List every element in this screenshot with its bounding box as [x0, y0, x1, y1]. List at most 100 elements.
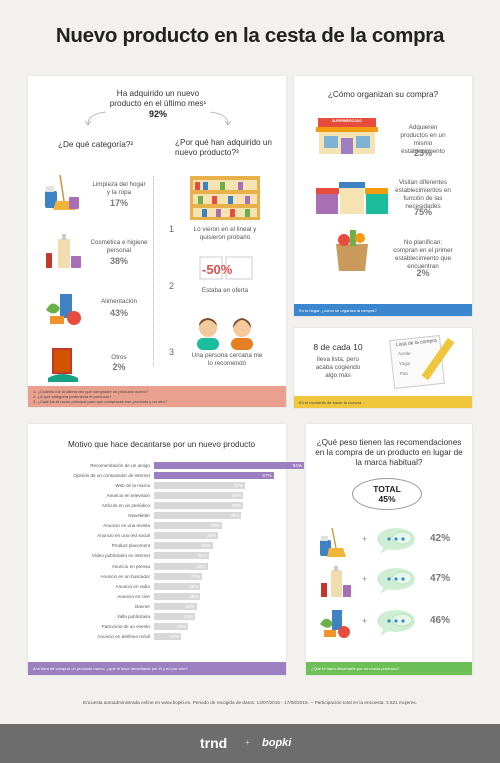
reason-num: 1	[169, 224, 175, 234]
category-title: ¿De qué categoría?²	[58, 140, 134, 149]
bar-label: Opinión de un consumidor de internet	[73, 473, 150, 479]
bar-value-label: 38%	[210, 523, 220, 529]
cleaning-icon	[320, 527, 346, 557]
rec-row-cosmetics: + 47%	[318, 564, 468, 604]
bar-value-label: 26%	[189, 583, 199, 589]
category-row-cosmetics: Cosmética e higiene personal 38%	[38, 231, 148, 281]
brand-plus: +	[245, 738, 250, 747]
bar-row: Anuncio en teléfono móvil 15%	[28, 632, 308, 641]
panel-new-product: Ha adquirido un nuevo producto en el últ…	[28, 76, 286, 407]
panel-title: ¿Qué peso tienen las recomendaciones en …	[315, 438, 463, 467]
rec-row-food: + 46%	[318, 606, 468, 646]
bar-label: Banner	[135, 603, 150, 609]
reason-label: Una persona cercana me lo recomendó	[191, 352, 263, 367]
shelf-icon	[190, 176, 260, 220]
food-icon	[320, 610, 350, 638]
bar-row: Anuncio en una revista 38%	[28, 521, 308, 530]
category-label: Limpieza del hogar y la ropa	[92, 181, 146, 196]
supermarket-icon	[316, 118, 378, 154]
bar: 23%	[154, 612, 196, 620]
bar-value-label: 15%	[169, 633, 179, 639]
trnd-logo: trnd	[200, 735, 228, 751]
bar-value-label: 24%	[185, 603, 195, 609]
bar-label: Patrocinio de un evento	[101, 623, 150, 629]
category-label: Otros	[111, 354, 127, 361]
organize-pct: 23%	[413, 148, 432, 158]
big-stat: 8 de cada 10	[313, 342, 363, 352]
bar-row: Newsletter 49%	[28, 511, 308, 520]
bar: 67%	[154, 472, 274, 480]
chat-bubble-icon	[377, 568, 415, 594]
bar: 31%	[154, 552, 210, 560]
chat-bubble-icon	[377, 610, 415, 636]
reason-num: 2	[169, 281, 175, 291]
bar-value-label: 49%	[230, 513, 240, 519]
panel-footer: 1- ¿Cuándo fue la última vez que compras…	[28, 386, 286, 407]
bar-value-label: 51%	[233, 483, 244, 489]
reason-num: 3	[169, 347, 175, 357]
bar-row: Valla publicitaria 23%	[28, 612, 308, 621]
chart-title: Motivo que hace decantarse por un nuevo …	[68, 440, 256, 449]
shop-sign: SUPERMERCADO	[331, 119, 363, 123]
plus-sign: +	[362, 574, 368, 584]
reason-label: Lo vieron en el lineal y quisieron proba…	[193, 226, 257, 241]
bar-value-label: 19%	[176, 623, 186, 629]
bar-value-label: 50%	[232, 493, 242, 499]
bar-value-label: 67%	[262, 473, 272, 479]
bar-row: Banner 24%	[28, 602, 308, 611]
survey-note: Encuesta autoadministrada online en www.…	[82, 700, 418, 705]
panel-shopping-list: 8 de cada 10 lleva lista, pero acaba cog…	[294, 328, 472, 408]
arrows-icon	[84, 111, 232, 126]
organize-label: Visitan diferentes establecimientos en f…	[395, 179, 451, 210]
bar: 84%	[154, 462, 304, 469]
list-item: Yogur	[399, 361, 411, 366]
bar: 30%	[154, 562, 208, 570]
panel-footer: ¿Qué te haría decantarte por un nuevo pr…	[306, 662, 472, 675]
category-label: Alimentación	[100, 298, 138, 305]
people-icon	[197, 318, 253, 350]
organize-pct: 75%	[413, 207, 432, 217]
footnote: 3- ¿Cuál fue la razón principal para que…	[33, 399, 168, 404]
bar: 51%	[154, 482, 246, 490]
bar-label: Anuncio en teléfono móvil	[97, 633, 150, 639]
bar: 50%	[154, 492, 244, 500]
bar-row: Artículo en un periódico 50%	[28, 501, 308, 510]
bar-label: Anuncio en televisión	[106, 493, 150, 499]
category-pct: 17%	[109, 198, 128, 208]
bar-label: Anuncio en prensa	[111, 563, 150, 569]
panel-footer: En el momento de hacer la compra...	[294, 396, 472, 408]
rec-pct: 42%	[430, 533, 451, 544]
bar-label: Valla publicitaria	[116, 613, 150, 619]
bar: 26%	[154, 592, 201, 600]
organize-label: No planifican: compran en el primer esta…	[393, 239, 453, 270]
total-bubble	[352, 478, 422, 510]
food-icon	[46, 294, 81, 325]
bar-value-label: 30%	[196, 563, 206, 569]
divider	[153, 176, 154, 366]
bar-label: Anuncio en radio	[115, 583, 150, 589]
shopping-bag-icon	[336, 230, 368, 271]
shopping-list-icon	[389, 334, 455, 390]
plus-sign: +	[362, 616, 368, 626]
bar-row: Anuncio en una red social 36%	[28, 531, 308, 540]
bar-row: Anuncio en radio 26%	[28, 582, 308, 591]
panel-footer: A la hora de comprar un producto nuevo, …	[28, 662, 286, 675]
bar: 24%	[154, 602, 197, 610]
organize-pct: 2%	[416, 268, 430, 278]
bar: 49%	[154, 512, 242, 520]
bar-value-label: 26%	[189, 593, 199, 599]
reasons-title: ¿Por qué han adquirido un nuevo producto…	[175, 138, 272, 157]
bar-value-label: 36%	[207, 533, 217, 539]
bar-label: Web de la marca	[115, 483, 150, 489]
bar-chart: Recomendación de un amigo 84% Opinión de u…	[28, 461, 304, 641]
cosmetics-icon	[321, 566, 351, 597]
category-row-cleaning: Limpieza del hogar y la ropa 17%	[38, 171, 148, 221]
panel-recommendations: ¿Qué peso tienen las recomendaciones en …	[306, 424, 472, 675]
bar-label: Product placement	[111, 543, 150, 549]
rec-pct: 47%	[430, 573, 451, 584]
cosmetics-icon	[46, 234, 81, 268]
bar-row: Product placement 33%	[28, 541, 308, 550]
bar-label: Newsletter	[128, 513, 150, 519]
total-label: TOTAL	[373, 484, 401, 494]
bar: 36%	[154, 532, 219, 540]
